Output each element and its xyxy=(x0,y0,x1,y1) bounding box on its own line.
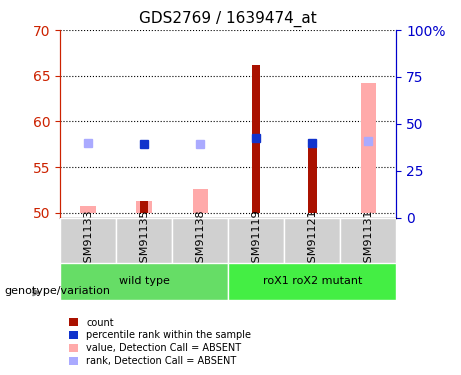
FancyBboxPatch shape xyxy=(60,262,228,300)
Bar xyxy=(193,189,208,213)
Legend: count, percentile rank within the sample, value, Detection Call = ABSENT, rank, : count, percentile rank within the sample… xyxy=(65,314,255,370)
Bar xyxy=(136,201,152,213)
Text: GSM91138: GSM91138 xyxy=(195,210,205,270)
Text: wild type: wild type xyxy=(118,276,170,286)
Bar xyxy=(252,65,260,213)
Text: GSM91135: GSM91135 xyxy=(139,210,149,270)
Text: GSM91131: GSM91131 xyxy=(363,210,373,270)
Text: GSM91133: GSM91133 xyxy=(83,210,93,270)
Bar xyxy=(361,83,376,213)
FancyBboxPatch shape xyxy=(228,217,284,262)
Bar xyxy=(80,206,95,213)
Title: GDS2769 / 1639474_at: GDS2769 / 1639474_at xyxy=(139,11,317,27)
Text: genotype/variation: genotype/variation xyxy=(5,286,111,296)
Text: GSM91121: GSM91121 xyxy=(307,210,317,270)
Text: GSM91119: GSM91119 xyxy=(251,210,261,270)
FancyBboxPatch shape xyxy=(60,217,116,262)
Text: roX1 roX2 mutant: roX1 roX2 mutant xyxy=(263,276,362,286)
FancyBboxPatch shape xyxy=(172,217,228,262)
Bar xyxy=(308,146,317,213)
FancyBboxPatch shape xyxy=(340,217,396,262)
Bar xyxy=(140,201,148,213)
FancyBboxPatch shape xyxy=(228,262,396,300)
FancyBboxPatch shape xyxy=(116,217,172,262)
FancyBboxPatch shape xyxy=(284,217,340,262)
